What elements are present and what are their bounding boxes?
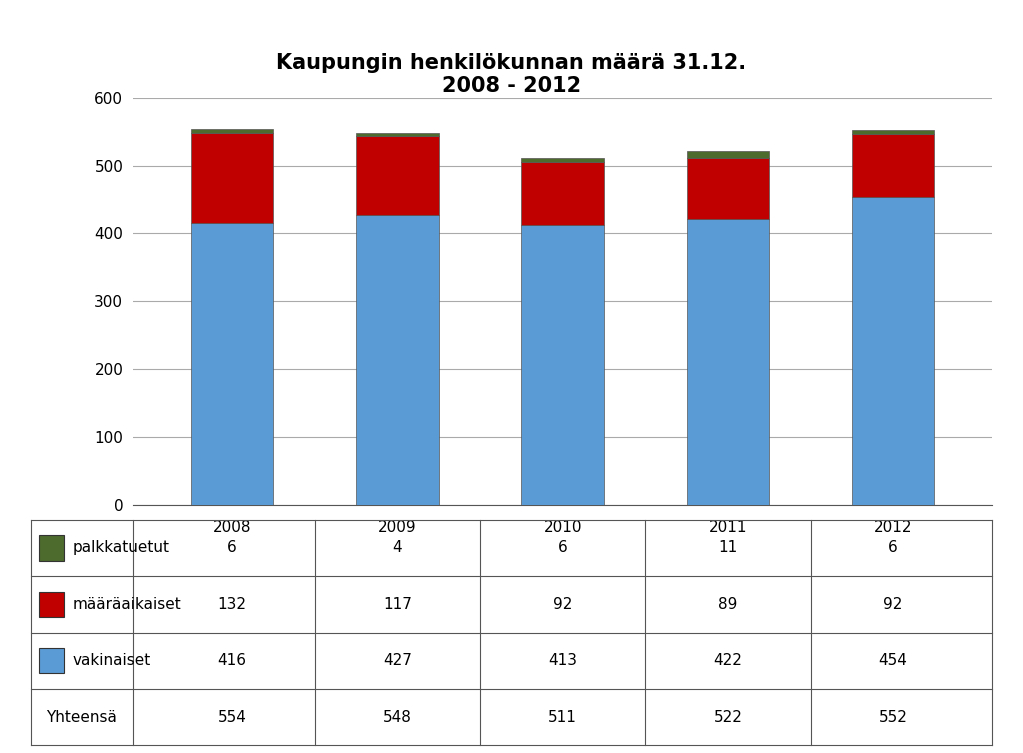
Bar <box>522 158 604 162</box>
Text: 454: 454 <box>879 654 907 668</box>
Text: 89: 89 <box>718 597 738 611</box>
Bar <box>852 197 934 505</box>
Text: Kaupungin henkilökunnan määrä 31.12.
2008 - 2012: Kaupungin henkilökunnan määrä 31.12. 200… <box>276 53 747 96</box>
Text: 92: 92 <box>884 597 903 611</box>
Text: 117: 117 <box>383 597 412 611</box>
Text: määräaikaiset: määräaikaiset <box>73 597 181 611</box>
Text: 6: 6 <box>558 541 568 555</box>
Bar <box>852 130 934 135</box>
Bar <box>522 224 604 505</box>
Bar <box>356 136 439 215</box>
Text: Yhteensä: Yhteensä <box>46 710 118 724</box>
Bar <box>686 158 769 218</box>
Bar <box>852 135 934 197</box>
Bar <box>39 648 64 673</box>
Text: 511: 511 <box>548 710 577 724</box>
Bar <box>356 215 439 505</box>
Bar <box>686 151 769 158</box>
Bar <box>191 133 273 223</box>
Bar <box>39 592 64 617</box>
Text: 6: 6 <box>227 541 237 555</box>
Text: 416: 416 <box>218 654 247 668</box>
Text: 422: 422 <box>713 654 743 668</box>
Bar <box>191 223 273 505</box>
Text: vakinaiset: vakinaiset <box>73 654 150 668</box>
Text: 554: 554 <box>218 710 247 724</box>
Text: 11: 11 <box>718 541 738 555</box>
Text: 4: 4 <box>393 541 402 555</box>
Text: 427: 427 <box>383 654 412 668</box>
Text: palkkatuetut: palkkatuetut <box>73 541 170 555</box>
Bar <box>356 133 439 136</box>
Text: 132: 132 <box>218 597 247 611</box>
Text: 552: 552 <box>879 710 907 724</box>
Text: 413: 413 <box>548 654 577 668</box>
Text: 522: 522 <box>713 710 743 724</box>
Text: 548: 548 <box>383 710 412 724</box>
Text: 6: 6 <box>888 541 898 555</box>
Bar <box>191 129 273 133</box>
Bar <box>522 163 604 224</box>
Bar <box>39 535 64 560</box>
Text: 92: 92 <box>553 597 572 611</box>
Bar <box>686 218 769 505</box>
